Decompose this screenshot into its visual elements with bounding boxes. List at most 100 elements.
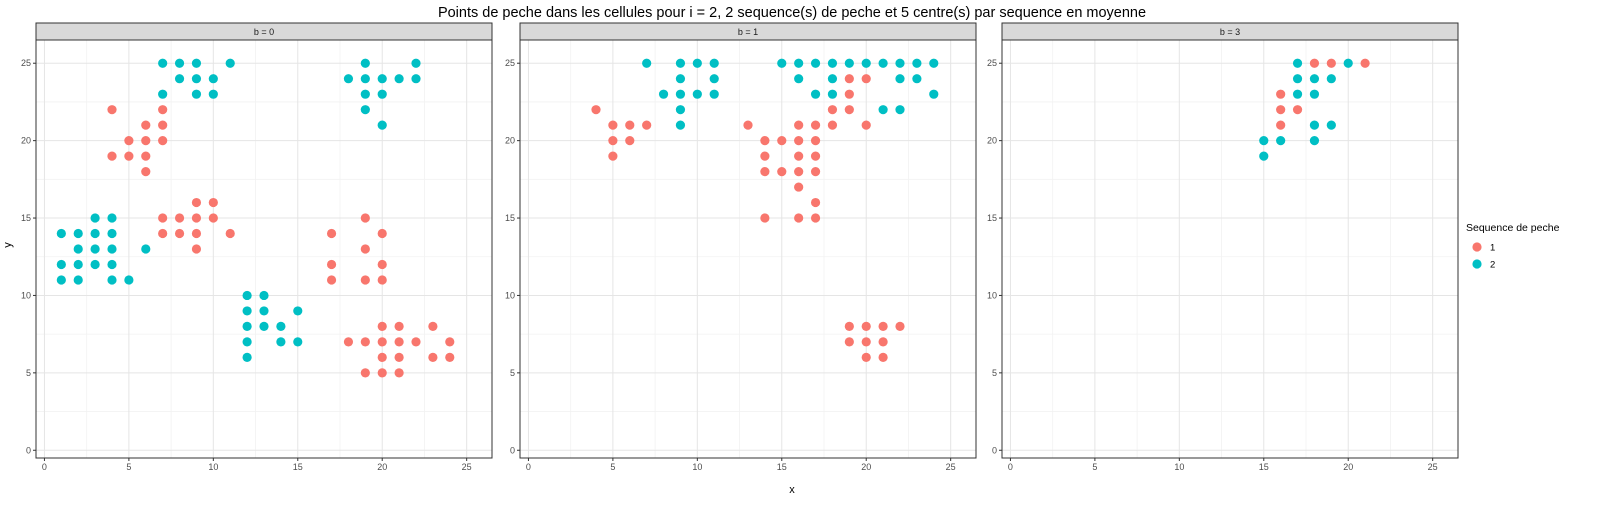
data-point-series-2 [242, 337, 252, 347]
data-point-series-1 [1292, 105, 1303, 115]
data-point-series-2 [242, 290, 252, 301]
data-point-series-2 [242, 352, 252, 362]
legend-label: 1 [1490, 243, 1495, 254]
x-tick-label: 0 [42, 462, 47, 472]
data-point-series-1 [191, 228, 202, 239]
x-tick-label: 10 [1174, 462, 1184, 472]
data-point-series-1 [360, 275, 370, 285]
data-point-series-2 [878, 58, 888, 68]
y-tick-label: 20 [21, 136, 31, 146]
data-point-series-1 [191, 213, 202, 223]
data-point-series-1 [141, 166, 151, 177]
data-point-series-1 [794, 166, 804, 177]
data-point-series-2 [124, 275, 134, 285]
data-point-series-1 [191, 197, 202, 208]
y-tick-label: 10 [987, 290, 997, 300]
data-point-series-2 [827, 74, 838, 84]
data-point-series-1 [208, 197, 218, 208]
data-point-series-1 [810, 166, 821, 177]
data-point-series-1 [861, 337, 871, 347]
y-tick-label: 15 [987, 213, 997, 223]
data-point-series-2 [709, 89, 719, 99]
data-point-series-2 [810, 58, 821, 68]
data-point-series-2 [377, 120, 387, 130]
data-point-series-1 [760, 166, 770, 177]
data-point-series-2 [912, 58, 922, 68]
data-point-series-2 [827, 58, 838, 68]
plot-background [520, 40, 976, 458]
data-point-series-2 [73, 259, 83, 270]
data-point-series-2 [141, 244, 151, 254]
x-tick-label: 15 [1259, 462, 1269, 472]
data-point-series-1 [343, 337, 354, 347]
data-point-series-1 [827, 105, 838, 115]
x-tick-label: 10 [208, 462, 218, 472]
data-point-series-2 [276, 337, 286, 347]
data-point-series-1 [411, 337, 421, 347]
data-point-series-2 [675, 105, 686, 115]
data-point-series-2 [878, 105, 888, 115]
data-point-series-2 [1259, 151, 1269, 161]
data-point-series-1 [625, 136, 635, 146]
data-point-series-1 [810, 213, 821, 223]
y-tick-label: 20 [505, 136, 515, 146]
data-point-series-1 [360, 368, 370, 378]
y-tick-label: 10 [505, 290, 515, 300]
data-point-series-1 [760, 151, 770, 161]
facet-panels: b = 0 0 5 10 15 20 25 0 5 10 15 20 25 b = 1 0 5 10 15 20 25… [21, 22, 1459, 472]
data-point-series-2 [411, 74, 421, 84]
data-point-series-1 [1326, 58, 1336, 68]
data-point-series-2 [293, 337, 303, 347]
data-point-series-1 [225, 228, 235, 239]
data-point-series-2 [411, 58, 421, 68]
data-point-series-2 [675, 58, 686, 68]
data-point-series-2 [360, 89, 370, 99]
x-axis-label: x [789, 484, 795, 496]
data-point-series-1 [377, 228, 387, 239]
data-point-series-1 [394, 368, 404, 378]
data-point-series-2 [658, 89, 669, 99]
data-point-series-1 [107, 105, 117, 115]
legend-title: Sequence de peche [1466, 222, 1560, 234]
data-point-series-2 [895, 74, 905, 84]
data-point-series-1 [158, 120, 168, 130]
data-point-series-2 [377, 74, 387, 84]
panel-border [35, 39, 493, 459]
data-point-series-1 [777, 166, 787, 177]
data-point-series-1 [124, 136, 134, 146]
data-point-series-1 [445, 352, 455, 362]
x-tick-label: 20 [1343, 462, 1353, 472]
data-point-series-2 [259, 321, 269, 332]
data-point-series-2 [90, 228, 100, 239]
data-point-series-2 [692, 58, 702, 68]
data-point-series-1 [360, 213, 370, 223]
facet-panel: b = 3 0 5 10 15 20 25 0 5 10 15 20 25 [987, 22, 1459, 472]
data-point-series-2 [158, 89, 168, 99]
data-point-series-1 [810, 197, 821, 208]
y-tick-label: 5 [26, 368, 31, 378]
data-point-series-1 [743, 120, 753, 130]
data-point-series-2 [1292, 89, 1303, 99]
data-point-series-1 [394, 321, 404, 332]
data-point-series-1 [810, 136, 821, 146]
data-point-series-1 [810, 120, 821, 130]
x-tick-label: 0 [1008, 462, 1013, 472]
data-point-series-2 [642, 58, 652, 68]
x-tick-label: 5 [610, 462, 615, 472]
x-tick-label: 20 [377, 462, 387, 472]
data-point-series-2 [861, 58, 871, 68]
data-point-series-1 [1276, 120, 1286, 130]
data-point-series-2 [107, 228, 117, 239]
legend-label: 2 [1490, 260, 1495, 271]
legend: Sequence de peche 1 2 [1466, 222, 1560, 273]
x-tick-label: 15 [293, 462, 303, 472]
data-point-series-2 [377, 89, 387, 99]
data-point-series-1 [360, 337, 370, 347]
data-point-series-2 [844, 58, 854, 68]
data-point-series-2 [360, 58, 370, 68]
data-point-series-1 [141, 136, 151, 146]
data-point-series-2 [1276, 136, 1286, 146]
data-point-series-1 [377, 275, 387, 285]
data-point-series-2 [90, 259, 100, 270]
data-point-series-1 [794, 136, 804, 146]
